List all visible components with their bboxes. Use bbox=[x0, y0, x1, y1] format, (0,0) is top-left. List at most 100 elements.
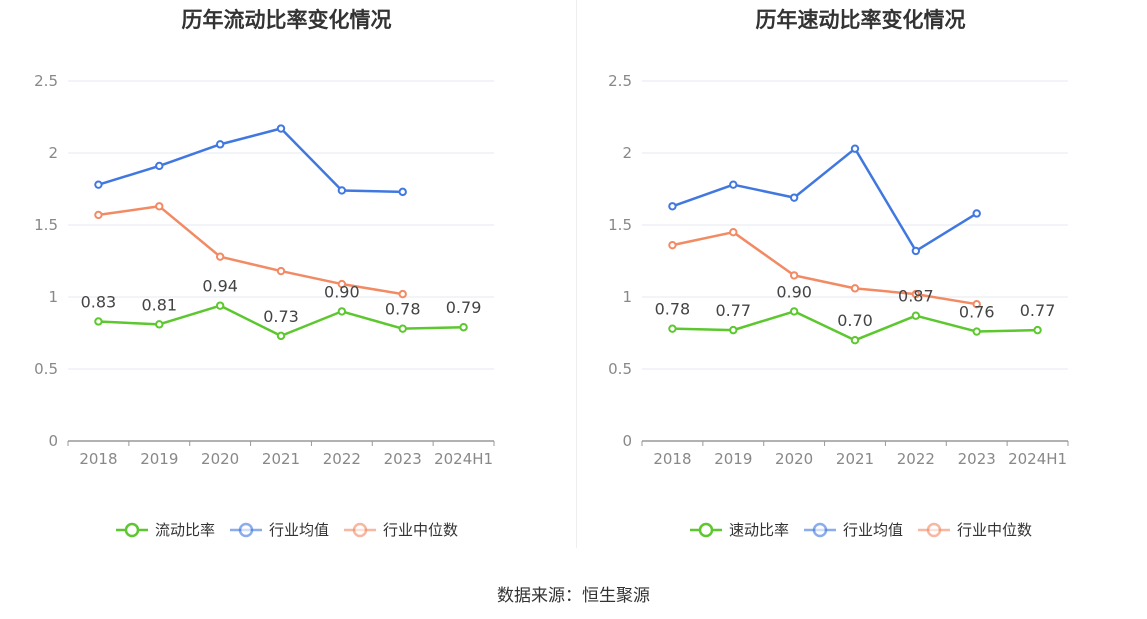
quick-ratio-chart: 历年速动比率变化情况 0 0.5 1 1.5 2 2.5 2018 2019 2020 2021 2… bbox=[574, 0, 1147, 560]
y-tick-label: 0.5 bbox=[608, 360, 632, 378]
data-point-avg[interactable] bbox=[215, 140, 225, 149]
data-label: 0.73 bbox=[263, 307, 299, 326]
y-tick-label: 1.5 bbox=[608, 216, 632, 234]
data-point-median[interactable] bbox=[215, 252, 225, 261]
y-tick-label: 2.5 bbox=[608, 72, 632, 90]
y-tick-label: 1.5 bbox=[34, 216, 58, 234]
x-tick-label: 2021 bbox=[262, 450, 300, 468]
chart-legend: 流动比率 行业均值 行业中位数 bbox=[0, 519, 573, 540]
legend-item-main[interactable]: 速动比率 bbox=[689, 519, 789, 540]
data-point-main[interactable] bbox=[459, 323, 468, 332]
legend-line-circle-icon bbox=[115, 522, 148, 537]
x-tick-label: 2022 bbox=[323, 450, 361, 468]
data-point-median[interactable] bbox=[94, 210, 103, 220]
data-label: 0.79 bbox=[446, 298, 482, 317]
data-point-avg[interactable] bbox=[911, 246, 921, 256]
data-label: 0.87 bbox=[898, 287, 934, 306]
data-point-median[interactable] bbox=[789, 271, 799, 280]
data-point-main[interactable] bbox=[972, 327, 981, 336]
data-point-median[interactable] bbox=[276, 266, 286, 276]
data-label: 0.76 bbox=[959, 303, 995, 322]
data-point-avg[interactable] bbox=[789, 193, 799, 202]
series-line-median bbox=[672, 230, 977, 306]
legend-line-circle-icon bbox=[344, 522, 376, 537]
x-tick-label: 2020 bbox=[201, 450, 239, 468]
legend-label: 速动比率 bbox=[728, 521, 789, 539]
x-tick-label: 2019 bbox=[140, 450, 178, 468]
data-label: 0.78 bbox=[655, 300, 691, 319]
y-tick-label: 1 bbox=[48, 288, 58, 306]
x-tick-label: 2022 bbox=[897, 450, 935, 468]
y-tick-label: 2.5 bbox=[34, 72, 58, 90]
chart-title: 历年速动比率变化情况 bbox=[755, 8, 966, 32]
x-tick-label: 2018 bbox=[79, 450, 117, 468]
data-point-main[interactable] bbox=[911, 311, 921, 320]
x-tick-label: 2018 bbox=[653, 450, 691, 468]
data-point-avg[interactable] bbox=[337, 186, 347, 195]
legend-line-circle-icon bbox=[229, 522, 262, 537]
data-point-main[interactable] bbox=[850, 336, 860, 345]
legend-item-avg[interactable]: 行业均值 bbox=[803, 519, 903, 540]
panel-divider bbox=[576, 0, 577, 548]
data-point-avg[interactable] bbox=[276, 124, 286, 133]
data-point-median[interactable] bbox=[155, 202, 164, 211]
data-label: 0.77 bbox=[1020, 301, 1056, 320]
data-label: 0.77 bbox=[715, 301, 751, 320]
data-point-main[interactable] bbox=[729, 325, 738, 335]
legend-label: 行业中位数 bbox=[383, 521, 459, 539]
data-point-main[interactable] bbox=[337, 307, 347, 316]
legend-line-circle-icon bbox=[803, 522, 836, 537]
data-point-avg[interactable] bbox=[668, 202, 677, 211]
data-point-median[interactable] bbox=[337, 279, 347, 289]
x-tick-label: 2020 bbox=[775, 450, 813, 468]
data-label: 0.90 bbox=[324, 282, 360, 301]
data-point-main[interactable] bbox=[1033, 325, 1042, 335]
data-point-main[interactable] bbox=[276, 331, 286, 341]
y-tick-label: 0 bbox=[622, 432, 632, 450]
data-point-avg[interactable] bbox=[94, 180, 103, 189]
data-point-median[interactable] bbox=[398, 289, 407, 299]
chart-legend: 速动比率 行业均值 行业中位数 bbox=[574, 519, 1147, 540]
data-point-avg[interactable] bbox=[729, 180, 738, 189]
data-point-main[interactable] bbox=[94, 317, 103, 326]
y-tick-label: 0.5 bbox=[34, 360, 58, 378]
series-line-avg bbox=[672, 147, 978, 253]
data-point-main[interactable] bbox=[215, 301, 225, 310]
data-label: 0.94 bbox=[202, 277, 238, 296]
y-tick-label: 1 bbox=[622, 288, 632, 306]
data-point-avg[interactable] bbox=[850, 144, 860, 153]
data-point-avg[interactable] bbox=[972, 209, 981, 218]
data-label: 0.83 bbox=[81, 292, 117, 311]
data-point-median[interactable] bbox=[972, 300, 981, 309]
x-tick-label: 2023 bbox=[384, 450, 422, 468]
data-point-median[interactable] bbox=[729, 228, 738, 237]
data-point-avg[interactable] bbox=[398, 187, 407, 197]
quick-ratio-plot: 0 0.5 1 1.5 2 2.5 2018 2019 2020 2021 2022 2023 2024… bbox=[608, 72, 1069, 468]
legend-label: 行业均值 bbox=[268, 521, 329, 539]
legend-item-median[interactable]: 行业中位数 bbox=[343, 519, 458, 540]
legend-line-circle-icon bbox=[689, 522, 722, 537]
legend-item-main[interactable]: 流动比率 bbox=[115, 519, 215, 540]
y-tick-label: 2 bbox=[48, 144, 58, 162]
x-tick-label: 2023 bbox=[958, 450, 996, 468]
y-tick-label: 2 bbox=[622, 144, 632, 162]
data-point-avg[interactable] bbox=[155, 161, 164, 171]
legend-item-avg[interactable]: 行业均值 bbox=[229, 519, 329, 540]
data-label: 0.78 bbox=[385, 300, 421, 319]
data-point-main[interactable] bbox=[789, 307, 799, 316]
data-label: 0.90 bbox=[776, 282, 812, 301]
series-line-avg bbox=[98, 127, 403, 194]
data-source-note: 数据来源：恒生聚源 bbox=[497, 586, 650, 606]
legend-label: 行业中位数 bbox=[957, 521, 1033, 539]
data-point-main[interactable] bbox=[668, 324, 677, 333]
data-point-median[interactable] bbox=[668, 240, 677, 250]
data-point-main[interactable] bbox=[155, 320, 164, 329]
legend-label: 行业均值 bbox=[842, 521, 903, 539]
legend-item-median[interactable]: 行业中位数 bbox=[917, 519, 1032, 540]
data-point-median[interactable] bbox=[850, 284, 860, 293]
data-label: 0.81 bbox=[141, 295, 177, 314]
x-tick-label: 2024H1 bbox=[1008, 450, 1067, 468]
data-point-median[interactable] bbox=[911, 289, 921, 299]
legend-line-circle-icon bbox=[918, 522, 950, 537]
data-point-main[interactable] bbox=[398, 324, 407, 333]
